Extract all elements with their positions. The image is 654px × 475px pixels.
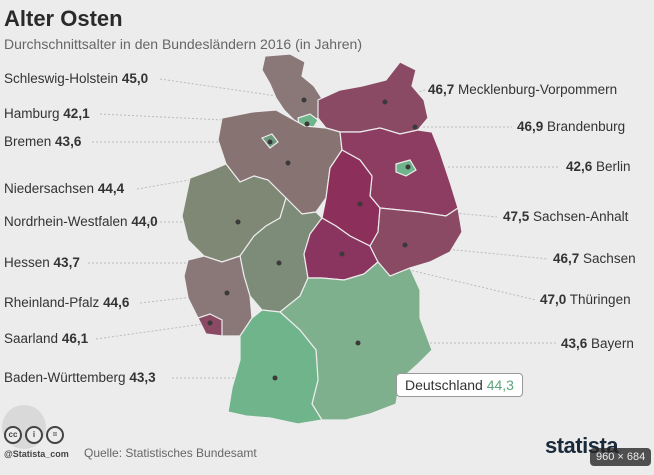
label-niedersachsen: Niedersachsen 44,4	[4, 181, 125, 196]
capital-dots	[207, 97, 418, 381]
germany-average-box: Deutschland 44,3	[396, 373, 523, 397]
state-baden-wuerttemberg[interactable]	[227, 309, 323, 425]
label-bayern: 43,6 Bayern	[561, 336, 634, 351]
label-nordrhein-westfalen: Nordrhein-Westfalen 44,0	[4, 214, 158, 229]
cc-icon: cc	[4, 426, 22, 444]
label-berlin: 42,6 Berlin	[566, 159, 631, 174]
license-icons: cc i =	[4, 426, 64, 444]
by-icon: i	[25, 426, 43, 444]
nd-icon: =	[46, 426, 64, 444]
state-mecklenburg-vorpommern[interactable]	[317, 61, 429, 135]
label-brandenburg: 46,9 Brandenburg	[517, 119, 626, 134]
label-schleswig-holstein: Schleswig-Holstein 45,0	[4, 71, 149, 86]
state-sachsen[interactable]	[369, 206, 463, 277]
statista-handle: @Statista_com	[4, 449, 69, 459]
label-sachsen: 46,7 Sachsen	[553, 251, 636, 266]
label-bremen: Bremen 43,6	[4, 134, 82, 149]
page-title: Alter Osten	[4, 6, 123, 31]
label-hamburg: Hamburg 42,1	[4, 106, 90, 121]
label-baden-wuerttemberg: Baden-Württemberg 43,3	[4, 370, 156, 385]
label-rheinland-pfalz: Rheinland-Pfalz 44,6	[4, 295, 130, 310]
label-hessen: Hessen 43,7	[4, 255, 80, 270]
label-sachsen-anhalt: 47,5 Sachsen-Anhalt	[503, 209, 629, 224]
page-subtitle: Durchschnittsalter in den Bundesländern …	[4, 36, 362, 52]
resolution-badge: 960 × 684	[590, 448, 652, 466]
average-label: Deutschland	[405, 377, 483, 393]
source-text: Quelle: Statistisches Bundesamt	[84, 446, 257, 460]
label-saarland: Saarland 46,1	[4, 331, 89, 346]
label-mecklenburg-vorpommern: 46,7 Mecklenburg-Vorpommern	[428, 82, 618, 97]
average-value: 44,3	[486, 377, 514, 393]
label-thueringen: 47,0 Thüringen	[540, 292, 631, 307]
